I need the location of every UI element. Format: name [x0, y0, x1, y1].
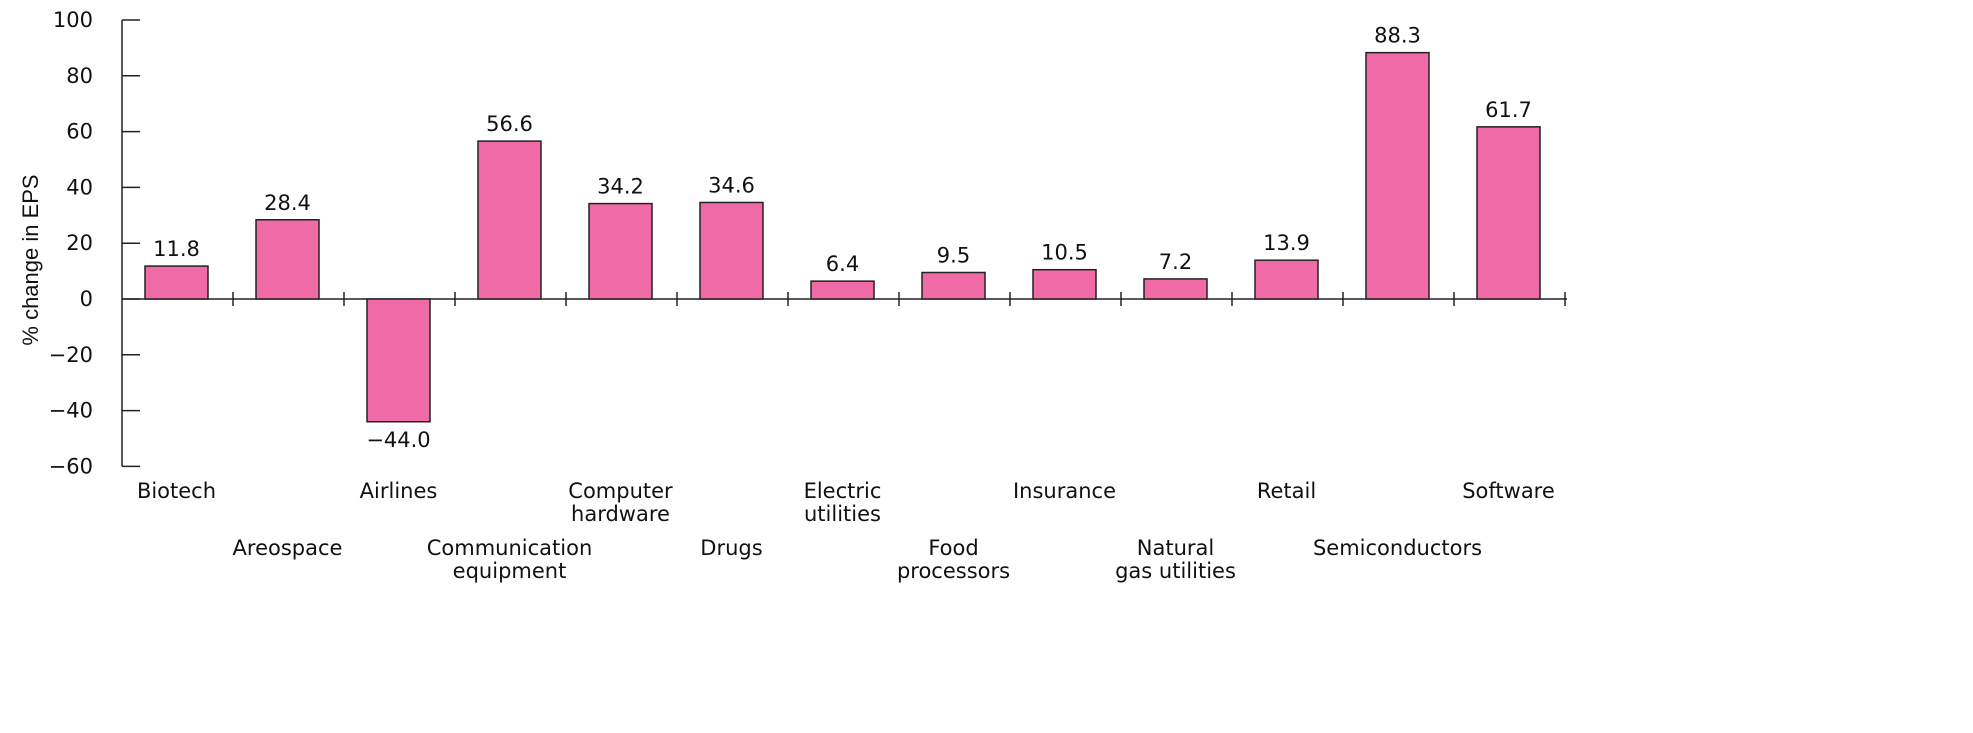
category-label-line: Natural: [1137, 536, 1214, 560]
category-label-line: Retail: [1257, 479, 1316, 503]
y-tick-label: 80: [66, 64, 93, 88]
category-label-line: Food: [928, 536, 978, 560]
y-tick-label: −20: [49, 343, 93, 367]
category-label-line: Semiconductors: [1313, 536, 1482, 560]
bar-computer-hardware: [588, 202, 653, 300]
bar-software: [1476, 126, 1541, 300]
y-tick-label: 20: [66, 231, 93, 255]
data-label: 6.4: [826, 252, 859, 276]
y-axis-label: % change in EPS: [18, 174, 43, 345]
bar-areospace: [255, 219, 320, 300]
labels: 100 80 60 40 20 0 −20 −40 −60 11.8 Biotech 28.4 Areo…: [49, 8, 1555, 583]
data-label: 34.2: [597, 175, 644, 199]
y-tick-label: −40: [49, 399, 93, 423]
category-label: Electric utilities: [804, 479, 882, 526]
category-label-line: Insurance: [1013, 479, 1116, 503]
category-label-line: Areospace: [233, 536, 343, 560]
data-label: 13.9: [1263, 231, 1310, 255]
bar-electric-utilities: [810, 280, 875, 300]
category-label: Semiconductors: [1313, 536, 1482, 560]
axes: [121, 19, 1567, 468]
bar-biotech: [144, 265, 209, 300]
data-label: 61.7: [1485, 98, 1532, 122]
category-label: Software: [1462, 479, 1555, 503]
category-label: Computer hardware: [568, 479, 673, 526]
y-tick-label: −60: [49, 454, 93, 478]
category-label: Insurance: [1013, 479, 1116, 503]
data-label: 11.8: [153, 237, 200, 261]
data-label: 28.4: [264, 191, 311, 215]
category-label-line: Airlines: [360, 479, 438, 503]
bar-natural-gas-utilities: [1143, 278, 1208, 300]
y-tick-label: 0: [80, 287, 93, 311]
category-label: Drugs: [700, 536, 762, 560]
category-label: Biotech: [137, 479, 216, 503]
category-label: Areospace: [233, 536, 343, 560]
category-label: Airlines: [360, 479, 438, 503]
category-label: Natural gas utilities: [1115, 536, 1236, 583]
data-label: −44.0: [366, 428, 430, 452]
category-label-line: Biotech: [137, 479, 216, 503]
category-label: Food processors: [897, 536, 1010, 583]
bar-airlines: [366, 298, 431, 423]
bars: [144, 51, 1541, 423]
bar-food-processors: [921, 271, 986, 300]
bar-drugs: [699, 201, 764, 300]
category-label-line: hardware: [571, 502, 670, 526]
category-label: Retail: [1257, 479, 1316, 503]
data-label: 88.3: [1374, 24, 1421, 48]
category-label-line: utilities: [804, 502, 881, 526]
category-label: Communication equipment: [427, 536, 593, 583]
data-label: 56.6: [486, 112, 533, 136]
data-label: 7.2: [1159, 250, 1192, 274]
y-tick-label: 60: [66, 120, 93, 144]
category-label-line: equipment: [453, 559, 567, 583]
category-label-line: Software: [1462, 479, 1555, 503]
y-tick-label: 40: [66, 175, 93, 199]
bar-communication-equipment: [477, 140, 542, 300]
category-label-line: Electric: [804, 479, 882, 503]
category-label-line: gas utilities: [1115, 559, 1236, 583]
bar-retail: [1254, 259, 1319, 300]
category-label-line: Drugs: [700, 536, 762, 560]
bar-semiconductors: [1365, 51, 1430, 300]
category-label-line: Communication: [427, 536, 593, 560]
data-label: 34.6: [708, 173, 755, 197]
y-tick-label: 100: [53, 8, 93, 32]
category-label-line: Computer: [568, 479, 673, 503]
data-label: 9.5: [937, 243, 970, 267]
category-label-line: processors: [897, 559, 1010, 583]
data-label: 10.5: [1041, 241, 1088, 265]
bar-insurance: [1032, 268, 1097, 300]
